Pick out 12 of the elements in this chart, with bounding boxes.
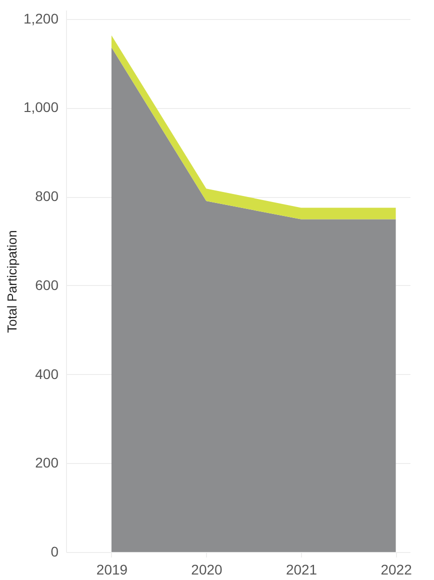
x-tick-label: 2021 bbox=[286, 562, 318, 578]
x-tick-label: 2019 bbox=[96, 562, 128, 578]
y-tick-label: 200 bbox=[35, 454, 59, 471]
y-tick-label: 1,200 bbox=[23, 10, 59, 26]
y-axis-title: Total Participation bbox=[4, 230, 20, 333]
y-tick-label: 800 bbox=[35, 188, 59, 204]
y-tick-label: 600 bbox=[35, 276, 59, 293]
y-tick-label: 1,000 bbox=[23, 99, 59, 116]
y-tick-label: 0 bbox=[50, 544, 59, 560]
x-tick-label: 2020 bbox=[191, 562, 223, 578]
x-tick-label: 2022 bbox=[380, 562, 412, 578]
y-tick-label: 400 bbox=[35, 366, 59, 382]
